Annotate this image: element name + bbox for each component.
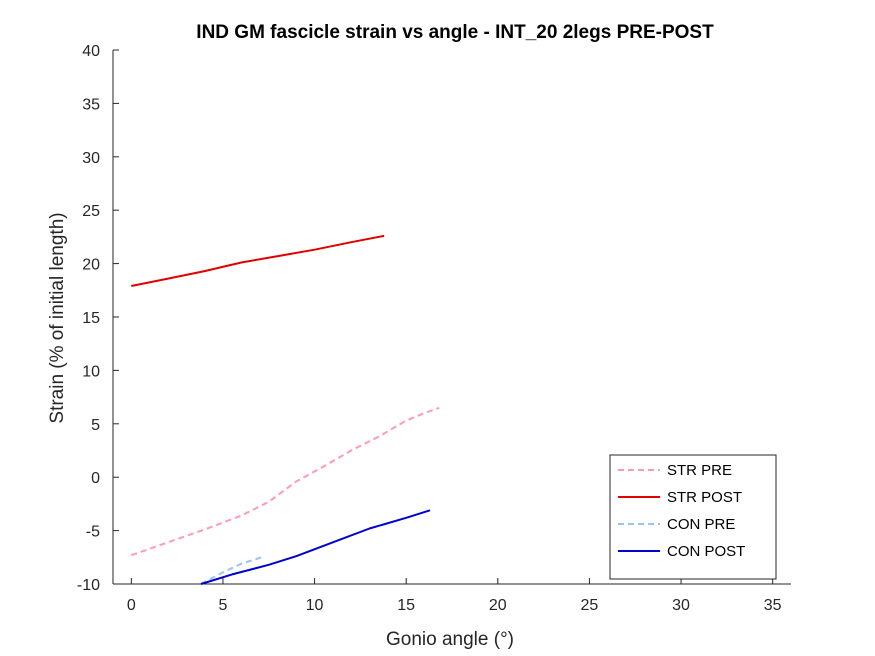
series-line-str-post xyxy=(131,234,385,287)
x-axis-ticks: 0 5 10 15 20 25 30 35 xyxy=(127,578,782,614)
y-tick-label: 10 xyxy=(82,363,100,380)
series-line-con-post xyxy=(200,509,431,585)
legend-label: CON PRE xyxy=(667,516,735,533)
legend-label: CON POST xyxy=(667,543,745,560)
plot-area xyxy=(112,50,791,585)
series-line-str-pre xyxy=(130,406,440,557)
x-tick-label: 15 xyxy=(397,597,415,614)
x-tick-label: 5 xyxy=(218,597,227,614)
y-tick-label: 40 xyxy=(82,43,100,60)
legend-box xyxy=(609,454,777,580)
x-tick-label: 35 xyxy=(764,597,782,614)
y-axis-ticks: -10 -5 0 5 10 15 20 25 30 35 40 xyxy=(77,43,119,594)
y-tick-label: 0 xyxy=(91,470,100,487)
x-tick-label: 25 xyxy=(581,597,599,614)
y-tick-label: 35 xyxy=(82,96,100,113)
y-tick-label: -10 xyxy=(77,577,100,594)
x-tick-label: 30 xyxy=(672,597,690,614)
legend-label: STR POST xyxy=(667,489,742,506)
x-axis-label: Gonio angle (°) xyxy=(386,629,514,650)
legend: STR PRE STR POST CON PRE CON POST xyxy=(609,454,777,580)
y-tick-label: 25 xyxy=(82,203,100,220)
x-tick-label: 20 xyxy=(489,597,507,614)
y-tick-label: -5 xyxy=(86,524,100,541)
legend-label: STR PRE xyxy=(667,462,732,479)
y-tick-label: 15 xyxy=(82,310,100,327)
y-tick-label: 5 xyxy=(91,417,100,434)
y-tick-label: 30 xyxy=(82,150,100,167)
chart-title: IND GM fascicle strain vs angle - INT_20… xyxy=(196,22,714,43)
y-axis-label: Strain (% of initial length) xyxy=(47,212,68,423)
y-tick-label: 20 xyxy=(82,257,100,274)
series-line-con-pre xyxy=(200,555,266,585)
x-tick-label: 0 xyxy=(127,597,136,614)
x-tick-label: 10 xyxy=(306,597,324,614)
